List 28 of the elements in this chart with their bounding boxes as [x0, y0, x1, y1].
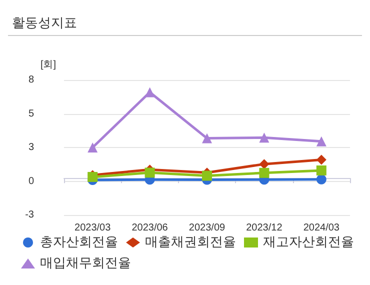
y-tick-label: 0: [28, 176, 34, 187]
point: [316, 174, 326, 184]
x-tick-label: 2023/06: [132, 222, 168, 234]
y-axis-title: [회]: [40, 60, 56, 70]
y-tick-label: 8: [28, 74, 34, 86]
x-tick-label: 2023/09: [188, 222, 226, 234]
point: [259, 168, 270, 178]
point: [316, 154, 326, 165]
x-tick-label: 2024/03: [303, 222, 340, 234]
legend-label: 재고자산회전율: [263, 235, 354, 250]
point: [144, 87, 155, 98]
point: [202, 170, 212, 181]
point: [316, 165, 326, 176]
chart-title: 활동성지표: [8, 8, 362, 36]
y-tick-label: 5: [28, 108, 34, 120]
y-tick-label: 3: [28, 142, 34, 153]
y-tick-label: -3: [25, 210, 34, 220]
point: [144, 168, 155, 178]
point: [202, 133, 212, 144]
x-tick-label: 2023/12: [246, 222, 283, 234]
point: [259, 132, 270, 143]
x-tick-label: 2023/03: [74, 222, 112, 234]
point: [259, 159, 270, 170]
point: [316, 136, 326, 146]
legend-label: 총자산회전율: [40, 235, 118, 250]
legend-label: 매입채무회전율: [40, 256, 131, 271]
legend-label: 매출채권회전율: [145, 235, 236, 250]
point: [88, 142, 98, 152]
